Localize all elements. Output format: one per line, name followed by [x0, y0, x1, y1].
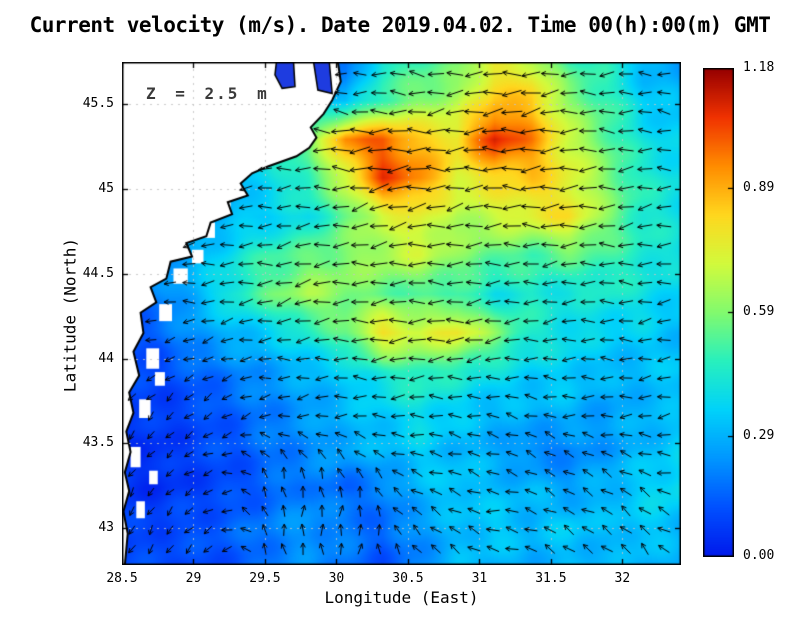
y-tick-label: 45	[98, 180, 114, 196]
x-axis-label: Longitude (East)	[324, 588, 479, 607]
colorbar-tick-label: 0.89	[743, 179, 775, 195]
x-tick-label: 29.5	[249, 571, 281, 586]
colorbar-tick-label: 1.18	[743, 60, 775, 75]
colorbar-tick-label: 0.29	[743, 428, 775, 444]
colorbar-tick-label: 0.59	[743, 304, 775, 319]
colorbar-tick-label: 0.00	[743, 548, 775, 563]
y-axis-label: Latitude (North)	[60, 237, 80, 393]
depth-annotation: Z = 2.5 m	[146, 84, 269, 103]
x-tick-label: 31	[471, 571, 488, 586]
y-tick-label: 44.5	[82, 265, 114, 281]
x-tick-label: 28.5	[106, 571, 138, 586]
x-tick-label: 30.5	[392, 571, 424, 586]
y-tick-label: 44	[98, 350, 114, 366]
x-tick-label: 29	[185, 571, 202, 586]
x-tick-label: 32	[614, 571, 631, 586]
x-tick-label: 31.5	[535, 571, 567, 586]
y-tick-label: 43.5	[82, 435, 114, 451]
y-tick-label: 45.5	[82, 95, 114, 111]
map-canvas	[122, 62, 681, 565]
colorbar-canvas	[703, 68, 734, 557]
plot-title: Current velocity (m/s). Date 2019.04.02.…	[29, 13, 771, 37]
x-tick-label: 30	[328, 571, 345, 586]
y-tick-label: 43	[98, 520, 114, 536]
